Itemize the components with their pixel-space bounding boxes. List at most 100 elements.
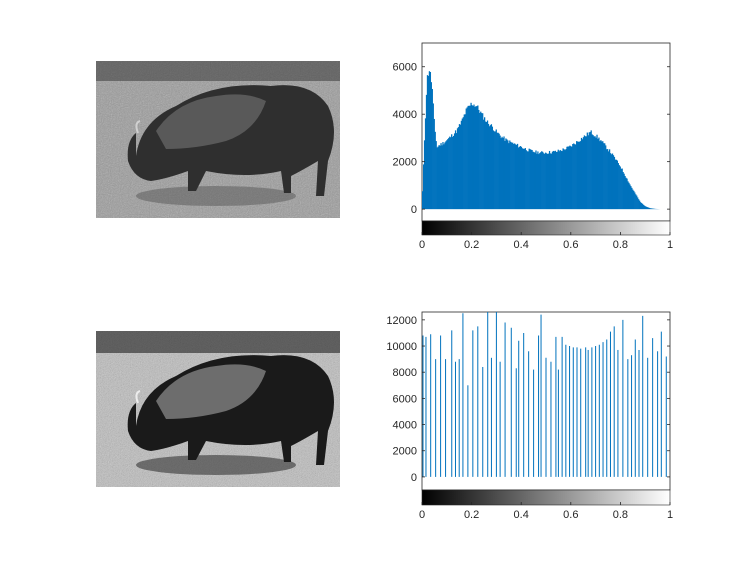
histogram-bar [514,143,516,210]
histogram-bar [518,146,521,210]
histogram-bar [480,111,482,210]
histogram-bar [452,136,454,210]
histogram-bar [568,146,570,210]
histogram-bar [639,202,642,210]
histogram-bar [521,148,524,210]
histogram-bar [423,140,426,210]
y-tick-label: 2000 [393,446,417,458]
histogram-bar [569,145,571,210]
histogram-bar [523,148,525,210]
y-tick-label: 0 [411,204,417,216]
histogram-bar [577,141,579,210]
histogram-bar [546,153,549,210]
histogram-bar [465,108,467,210]
histogram-bar [450,137,452,210]
y-tick-label: 10000 [386,341,417,353]
histogram-bar [457,127,460,210]
histogram-bar [456,128,459,210]
histogram-bar [590,130,592,210]
histogram-bar [435,141,437,210]
histogram-bar [515,144,518,210]
histogram-bar [625,177,627,210]
histogram-bar [612,155,615,210]
histogram-bar [476,106,478,210]
histogram-bar [508,143,510,210]
histogram-bar [644,206,647,210]
histogram-bar [610,154,613,210]
histogram-bar [536,153,538,210]
histogram-bar [582,137,585,210]
y-tick-label: 4000 [393,109,417,121]
x-tick-label: 0.4 [514,509,529,521]
histogram-bar [607,149,609,210]
histogram-bar [429,71,432,210]
histogram-bar [462,117,464,210]
histogram-bar [529,149,531,210]
histogram-bar [470,102,472,210]
histogram-bar [636,195,638,210]
histogram-bar [532,151,534,210]
histogram-bar [526,151,528,210]
histogram-bar [613,156,616,210]
histogram-bar [528,148,530,210]
histogram-bar [505,138,507,210]
histogram-bar [475,106,477,210]
histogram-bar [431,88,433,210]
histogram-bar [463,114,465,210]
histogram-bar [584,136,587,210]
histogram-bar [461,118,463,210]
histogram-bar [556,151,558,210]
histogram-bar [571,146,573,210]
histogram-bar [579,141,582,210]
histogram-bar [432,103,434,210]
histogram-bar [430,82,432,210]
histogram-bar [637,197,639,210]
histogram-bar [519,146,522,210]
histogram-bar [515,144,517,210]
histogram-bar [433,118,435,210]
histogram-bar [606,149,608,210]
histogram-bar [554,150,556,210]
histogram-bar [488,126,491,210]
histogram-bar [560,150,562,210]
histogram-bar [479,112,481,210]
histogram-bar [491,126,494,210]
y-tick-label: 8000 [393,367,417,379]
histogram-bar [535,150,537,210]
histogram-bar [427,75,430,210]
y-tick-label: 4000 [393,420,417,432]
histogram-bar [573,143,575,210]
histogram-bar [609,153,612,210]
histogram-bar [439,145,441,210]
top-histogram: 0 2000 4000 6000 0 0.2 0.4 0.6 0.8 1 [393,42,673,251]
histogram-bar [527,151,529,210]
histogram-bar [628,182,630,210]
histogram-bar [593,136,595,210]
histogram-bar [489,125,492,210]
histogram-bar [492,130,494,210]
histogram-bar [517,147,520,210]
histogram-bar [436,147,438,210]
histogram-bar [547,153,550,210]
histogram-bar [595,137,597,210]
histogram-bar [608,149,611,210]
histogram-bar [533,152,535,210]
histogram-bar [503,136,505,210]
histogram-bar [600,140,602,210]
histogram-bar [471,105,473,210]
histogram-bar [495,129,497,210]
histogram-bar [605,145,607,210]
histogram-bar [574,144,576,210]
histogram-bar [572,144,574,210]
histogram-bar [564,150,566,210]
histogram-bar [498,133,500,210]
histogram-bar [565,149,567,210]
x-tick-label: 0.8 [613,239,628,251]
histogram-bar [567,146,569,210]
histogram-bar [557,149,559,210]
x-tick-label: 0 [419,239,425,251]
x-tick-label: 0.8 [613,509,628,521]
histogram-bar [481,113,483,210]
histogram-bar [543,153,545,210]
y-tick-label: 2000 [393,157,417,169]
